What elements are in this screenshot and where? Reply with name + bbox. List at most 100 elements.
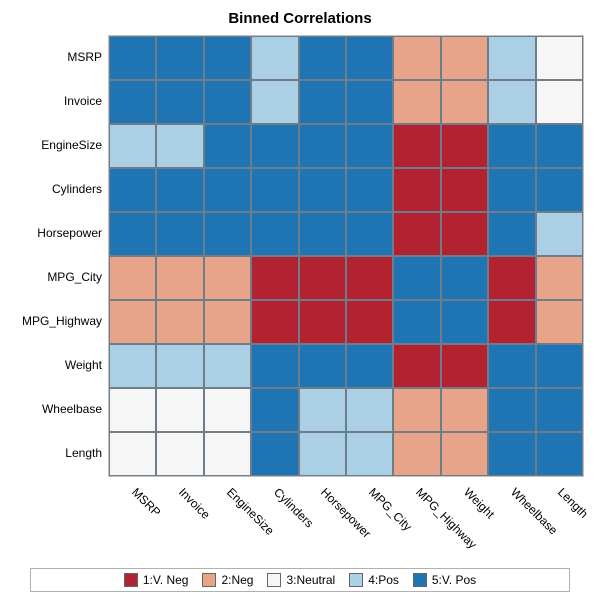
heatmap-cell: [346, 36, 393, 80]
heatmap-cell: [109, 344, 156, 388]
y-axis-label: Length: [65, 446, 102, 460]
heatmap-cell: [536, 168, 583, 212]
heatmap-cell: [109, 256, 156, 300]
heatmap-cell: [536, 300, 583, 344]
y-axis-label: MSRP: [67, 50, 102, 64]
heatmap-cell: [156, 344, 203, 388]
heatmap-cell: [536, 212, 583, 256]
heatmap-cell: [488, 36, 535, 80]
heatmap-cell: [488, 212, 535, 256]
x-axis-label: Cylinders: [271, 485, 316, 530]
heatmap-cell: [299, 80, 346, 124]
heatmap-cell: [488, 300, 535, 344]
legend-swatch: [413, 573, 427, 587]
heatmap-cell: [299, 300, 346, 344]
heatmap-cell: [536, 36, 583, 80]
heatmap-cell: [393, 36, 440, 80]
x-axis-label: MSRP: [129, 485, 163, 519]
legend-swatch: [202, 573, 216, 587]
heatmap-cell: [536, 256, 583, 300]
heatmap-cell: [488, 124, 535, 168]
legend: 1:V. Neg2:Neg3:Neutral4:Pos5:V. Pos: [30, 568, 570, 592]
heatmap-cell: [536, 124, 583, 168]
heatmap-cell: [251, 256, 298, 300]
heatmap-cell: [204, 344, 251, 388]
heatmap-cell: [441, 388, 488, 432]
heatmap-cell: [441, 124, 488, 168]
heatmap-cell: [156, 256, 203, 300]
heatmap-cell: [156, 300, 203, 344]
legend-label: 1:V. Neg: [143, 573, 189, 587]
heatmap-cell: [204, 124, 251, 168]
heatmap-cell: [156, 212, 203, 256]
legend-item: 5:V. Pos: [413, 573, 476, 587]
heatmap-cell: [299, 168, 346, 212]
legend-item: 2:Neg: [202, 573, 253, 587]
heatmap-cell: [109, 388, 156, 432]
x-axis-label: Wheelbase: [508, 485, 560, 537]
heatmap-cell: [109, 80, 156, 124]
heatmap-cell: [299, 36, 346, 80]
y-axis-label: EngineSize: [41, 138, 102, 152]
legend-item: 3:Neutral: [267, 573, 335, 587]
heatmap-cell: [251, 344, 298, 388]
heatmap-cell: [299, 212, 346, 256]
heatmap-cell: [204, 36, 251, 80]
heatmap-cell: [251, 388, 298, 432]
chart-title: Binned Correlations: [0, 10, 600, 27]
heatmap-cell: [346, 124, 393, 168]
heatmap-cell: [346, 388, 393, 432]
heatmap-cell: [536, 432, 583, 476]
heatmap-cell: [204, 80, 251, 124]
heatmap-cell: [109, 300, 156, 344]
heatmap-cell: [204, 432, 251, 476]
heatmap-cell: [488, 344, 535, 388]
x-axis-label: MPG_City: [366, 485, 415, 534]
heatmap-cell: [536, 80, 583, 124]
x-axis-label: Invoice: [176, 485, 213, 522]
legend-swatch: [267, 573, 281, 587]
heatmap-cell: [393, 212, 440, 256]
heatmap-cell: [393, 80, 440, 124]
heatmap-cell: [393, 388, 440, 432]
heatmap-cell: [488, 168, 535, 212]
heatmap-cell: [393, 300, 440, 344]
heatmap-cell: [346, 256, 393, 300]
heatmap-cell: [156, 36, 203, 80]
heatmap-cell: [346, 432, 393, 476]
heatmap-cell: [109, 36, 156, 80]
heatmap-cell: [488, 256, 535, 300]
heatmap-cell: [156, 388, 203, 432]
heatmap-cell: [346, 300, 393, 344]
heatmap-cell: [251, 36, 298, 80]
heatmap-cell: [441, 212, 488, 256]
heatmap-cell: [441, 256, 488, 300]
heatmap-cell: [109, 124, 156, 168]
heatmap-cell: [156, 124, 203, 168]
y-axis-label: Cylinders: [52, 182, 102, 196]
legend-swatch: [124, 573, 138, 587]
heatmap-cell: [488, 80, 535, 124]
heatmap-cell: [156, 432, 203, 476]
heatmap-cell: [251, 432, 298, 476]
heatmap-cell: [299, 344, 346, 388]
y-axis-label: Weight: [65, 358, 102, 372]
heatmap-cell: [204, 168, 251, 212]
heatmap-cell: [251, 300, 298, 344]
x-axis-label: EngineSize: [224, 485, 277, 538]
heatmap-cell: [346, 80, 393, 124]
legend-swatch: [349, 573, 363, 587]
heatmap-cell: [204, 212, 251, 256]
legend-label: 3:Neutral: [286, 573, 335, 587]
heatmap-cell: [156, 168, 203, 212]
heatmap-cell: [441, 36, 488, 80]
legend-label: 5:V. Pos: [432, 573, 476, 587]
heatmap-cell: [441, 344, 488, 388]
heatmap-cell: [251, 212, 298, 256]
heatmap-cell: [346, 344, 393, 388]
heatmap-cell: [156, 80, 203, 124]
heatmap-cell: [299, 432, 346, 476]
heatmap-cell: [393, 256, 440, 300]
heatmap-cell: [109, 212, 156, 256]
x-axis-label: Length: [555, 485, 591, 521]
